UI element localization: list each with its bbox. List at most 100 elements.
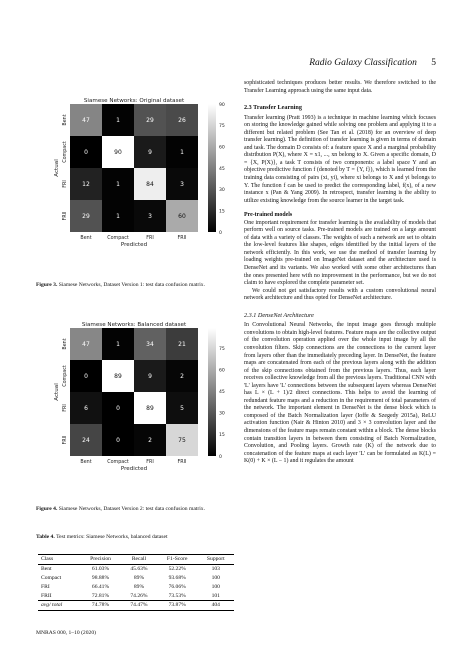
table-cell: 89% [133,574,145,581]
heatmap-cell [102,104,134,136]
cell-value-label: 90 [114,149,122,156]
table-cell: 74.26% [130,592,148,599]
page-footer: MNRAS 000, 1–10 (2020) [36,630,96,636]
table-4-caption: Table 4. Test metrics: Siamese Networks,… [36,534,236,541]
cell-value-label: 34 [146,341,154,348]
cell-value-label: 12 [82,181,90,188]
table-4-label: Table 4. [36,534,55,540]
section-2-3-heading: 2.3 Transfer Learning [244,104,302,112]
heatmap-cell [102,392,134,424]
heatmap-cell [166,136,198,168]
cell-value-label: 6 [84,405,88,412]
table-cell: Compact [41,574,62,581]
cell-value-label: 1 [116,181,120,188]
heatmap-svg: Siamese Networks: Balanced dataset 47 1 34 2… [54,322,225,472]
cell-value-label: 5 [180,405,184,412]
y-tick-label: FRI [62,404,68,412]
x-tick-label: FRII [178,235,187,241]
running-title: Radio Galaxy Classification [309,58,417,68]
heatmap-cell [70,200,102,232]
cell-value-label: 1 [180,149,184,156]
table-cell: 103 [211,566,220,573]
right-column: sophisticated techniques produces better… [244,80,436,466]
table-4-text: Test metrics: Siamese Networks, balanced… [54,534,168,540]
table-cell: 73.87% [156,599,198,611]
heatmap-cell [134,200,166,232]
table-cell: avg/ total [38,599,80,611]
colorbar-tick-label: 0 [219,230,222,236]
table-cell: 100 [211,574,220,581]
cell-value-label: 2 [180,373,184,380]
heatmap-cell [134,424,166,456]
section-2-3-1-heading: 2.3.1 DenseNet Architecture [244,311,314,319]
table-cell: FRI [41,583,50,590]
colorbar [208,328,216,456]
running-header: Radio Galaxy Classification 5 [309,58,436,68]
x-tick-label: Compact [107,459,129,465]
cell-value-label: 21 [178,341,186,348]
x-tick-label: FRI [146,459,154,465]
table-cell: 89% [133,583,145,590]
figure-4-text: Siamese Networks, Dataset Version 2: tes… [57,506,205,512]
colorbar-tick-label: 60 [219,368,225,374]
heatmap-cell [166,392,198,424]
x-axis-label: Predicted [121,466,148,472]
y-tick-label: FRII [62,212,68,221]
table-header-cell: Precision [79,554,122,565]
figure-3-caption: Figure 3. Siamese Networks, Dataset Vers… [36,282,236,289]
heatmap-cell [102,328,134,360]
table-cell: 74.47% [121,599,157,611]
table-cell: 74.78% [79,599,122,611]
table-cell: 66.41% [91,583,110,590]
colorbar-tick-label: 60 [219,144,225,150]
y-tick-label: FRII [62,436,68,445]
x-axis-label: Predicted [121,242,148,248]
heatmap-cell [166,328,198,360]
table-cell: 72.81% [91,592,110,599]
table-row: Compact 98.88% 89% 93.68% 100 [38,574,234,583]
table-cell: 52.22% [168,566,186,573]
table-header-cell: Class [38,554,80,565]
table-cell: 93.68% [168,574,186,581]
cell-value-label: 2 [148,437,152,444]
cell-value-label: 1 [116,341,120,348]
cell-value-label: 29 [146,117,154,124]
cell-value-label: 3 [180,181,184,188]
heatmap-cell [70,104,102,136]
heatmap-cell [70,168,102,200]
colorbar-tick-label: 75 [219,346,225,352]
table-cell: 73.53% [168,592,186,599]
heatmap-cell [166,200,198,232]
page-number: 5 [431,58,436,68]
pretrained-heading: Pre-trained models [244,212,293,219]
heatmap-cell [134,168,166,200]
cell-value-label: 89 [146,405,154,412]
heatmap-cell [102,360,134,392]
colorbar-tick-label: 15 [219,208,225,214]
heatmap-cell [102,424,134,456]
table-cell: 61.03% [91,566,110,573]
colorbar-tick-label: 0 [219,454,222,460]
heatmap-cell [134,328,166,360]
colorbar [208,104,216,232]
cell-value-label: 24 [82,437,90,444]
cell-value-label: 26 [178,117,186,124]
table-cell: 76.06% [168,583,186,590]
table-average-row: avg/ total 74.78% 74.47% 73.87% 404 [38,599,234,611]
heatmap-cell [166,360,198,392]
figure-4-label: Figure 4. [36,506,58,512]
table-cell: 100 [211,583,220,590]
table-row: FRI 66.41% 89% 76.06% 100 [38,582,234,591]
cell-value-label: 84 [146,181,154,188]
figure-4-caption: Figure 4. Siamese Networks, Dataset Vers… [36,506,236,513]
table-cell: Bent [41,566,52,573]
cell-value-label: 0 [116,405,120,412]
heatmap-cell [134,392,166,424]
heatmap-cell [134,360,166,392]
chart-title: Siamese Networks: Original dataset [84,98,185,104]
heatmap-cell [70,392,102,424]
heatmap-cell [134,104,166,136]
y-axis-label: Actual [54,383,60,401]
y-tick-label: Bent [62,338,68,349]
